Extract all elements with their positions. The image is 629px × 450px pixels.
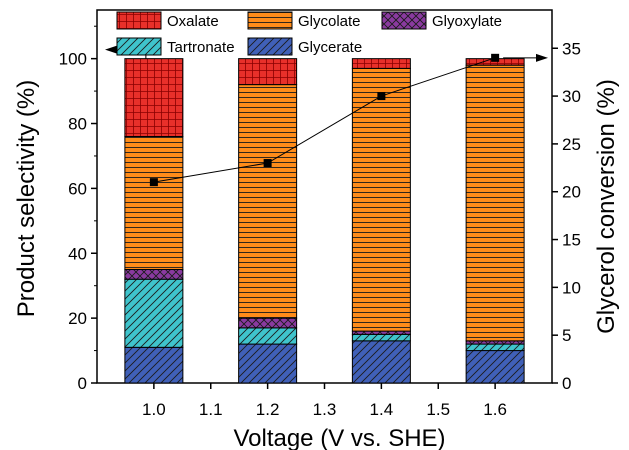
- legend-item-glycolate: Glycolate: [247, 11, 361, 30]
- bar-tartronate-1.2: [238, 327, 298, 345]
- conversion-point-1.2: [263, 159, 272, 168]
- bar-oxalate-1.4: [351, 58, 411, 69]
- bar-oxalate-1.0: [124, 58, 184, 137]
- x-tick-label: 1.3: [313, 400, 337, 419]
- y-tick-label: 100: [59, 50, 87, 69]
- x-tick-label: 1.0: [142, 400, 166, 419]
- bar-glycolate-1.0: [124, 135, 184, 270]
- y2-tick-label: 10: [562, 278, 581, 297]
- legend-swatch: [247, 11, 293, 30]
- bar-glyoxylate-1.0: [124, 268, 184, 280]
- y-tick-label: 0: [78, 374, 87, 393]
- x-tick-label: 1.5: [426, 400, 450, 419]
- y2-tick-label: 5: [562, 326, 571, 345]
- bar-glycerate-1.4: [351, 340, 411, 384]
- y-tick-label: 80: [68, 115, 87, 134]
- legend-swatch: [116, 11, 162, 30]
- bar-glycerate-1.0: [124, 346, 184, 384]
- y2-tick-label: 30: [562, 87, 581, 106]
- conversion-line: [153, 57, 496, 183]
- x-tick-label: 1.4: [370, 400, 394, 419]
- y2-tick-label: 0: [562, 374, 571, 393]
- y2-tick-label: 35: [562, 39, 581, 58]
- legend-label: Oxalate: [167, 13, 219, 30]
- bar-oxalate-1.2: [238, 58, 298, 86]
- y-tick-label: 60: [68, 179, 87, 198]
- legend-label: Glycerate: [298, 39, 362, 56]
- x-tick-label: 1.6: [483, 400, 507, 419]
- bar-glycerate-1.2: [238, 343, 298, 384]
- conversion-point-1.0: [149, 178, 158, 187]
- x-axis-title: Voltage (V vs. SHE): [233, 425, 445, 450]
- y-axis-title: Product selectivity (%): [13, 80, 40, 317]
- legend-swatch: [381, 11, 427, 30]
- bar-tartronate-1.6: [465, 343, 525, 352]
- left-axis-arrow-head: [105, 45, 117, 54]
- legend-swatch: [116, 37, 162, 56]
- legend-label: Glycolate: [298, 13, 361, 30]
- bar-glyoxylate-1.2: [238, 317, 298, 329]
- plot-area: 0 20 40 60 80 100 0 5 10 15 20 25 30 35 1.0 1.1 1.2 1.3 1.…: [13, 9, 620, 450]
- bar-glycolate-1.2: [238, 84, 298, 319]
- y2-axis-title: Glycerol conversion (%): [593, 79, 620, 334]
- bar-glycolate-1.4: [351, 67, 411, 332]
- conversion-point-1.6: [491, 53, 500, 62]
- x-tick-label: 1.1: [199, 400, 223, 419]
- legend-item-oxalate: Oxalate: [116, 11, 219, 30]
- y2-tick-label: 25: [562, 135, 581, 154]
- conversion-point-1.4: [377, 92, 386, 101]
- y-tick-label: 40: [68, 244, 87, 263]
- y2-tick-label: 20: [562, 183, 581, 202]
- legend-item-tartronate: Tartronate: [116, 37, 235, 56]
- legend-swatch: [247, 37, 293, 56]
- legend-item-glyoxylate: Glyoxylate: [381, 11, 502, 30]
- legend-item-glycerate: Glycerate: [247, 37, 362, 56]
- y-tick-label: 20: [68, 309, 87, 328]
- bar-glycolate-1.6: [465, 64, 525, 342]
- legend-label: Tartronate: [167, 39, 235, 56]
- bar-glycerate-1.6: [465, 350, 525, 384]
- legend-label: Glyoxylate: [432, 13, 502, 30]
- x-tick-label: 1.2: [256, 400, 280, 419]
- bar-tartronate-1.4: [351, 333, 411, 342]
- bar-tartronate-1.0: [124, 278, 184, 348]
- right-axis-arrow-head: [536, 53, 548, 62]
- y2-tick-label: 15: [562, 231, 581, 250]
